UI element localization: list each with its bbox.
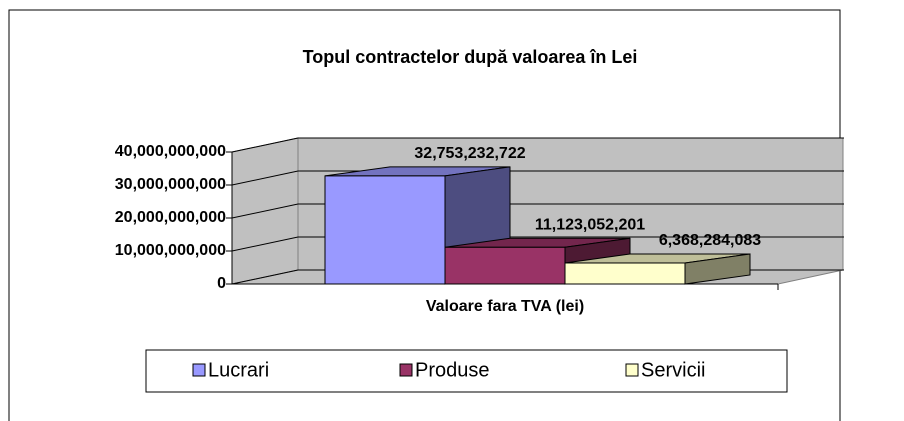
legend-label: Servicii	[641, 359, 705, 381]
y-tick-label: 30,000,000,000	[115, 176, 226, 193]
bar	[444, 246, 566, 285]
grid-line	[231, 137, 844, 153]
legend-swatch	[192, 363, 206, 377]
chart-title: Topul contractelor după valoarea în Lei	[303, 47, 638, 67]
grid-line	[231, 236, 844, 252]
legend-label: Lucrari	[208, 359, 269, 381]
y-tick-label: 10,000,000,000	[115, 242, 226, 259]
y-tick-label: 40,000,000,000	[115, 143, 226, 160]
grid-line	[231, 203, 844, 219]
data-label: 6,368,284,083	[659, 232, 761, 249]
bar	[324, 175, 446, 285]
grid-line	[231, 170, 844, 186]
legend-swatch	[399, 363, 413, 377]
y-tick-label: 0	[217, 275, 226, 292]
y-tick-label: 20,000,000,000	[115, 209, 226, 226]
bar	[564, 262, 686, 285]
data-label: 11,123,052,201	[535, 217, 645, 234]
legend-label: Produse	[415, 359, 490, 381]
legend-swatch	[625, 363, 639, 377]
legend-box	[145, 349, 788, 393]
x-tick-label: Valoare fara TVA (lei)	[426, 298, 584, 315]
data-label: 32,753,232,722	[414, 145, 525, 162]
